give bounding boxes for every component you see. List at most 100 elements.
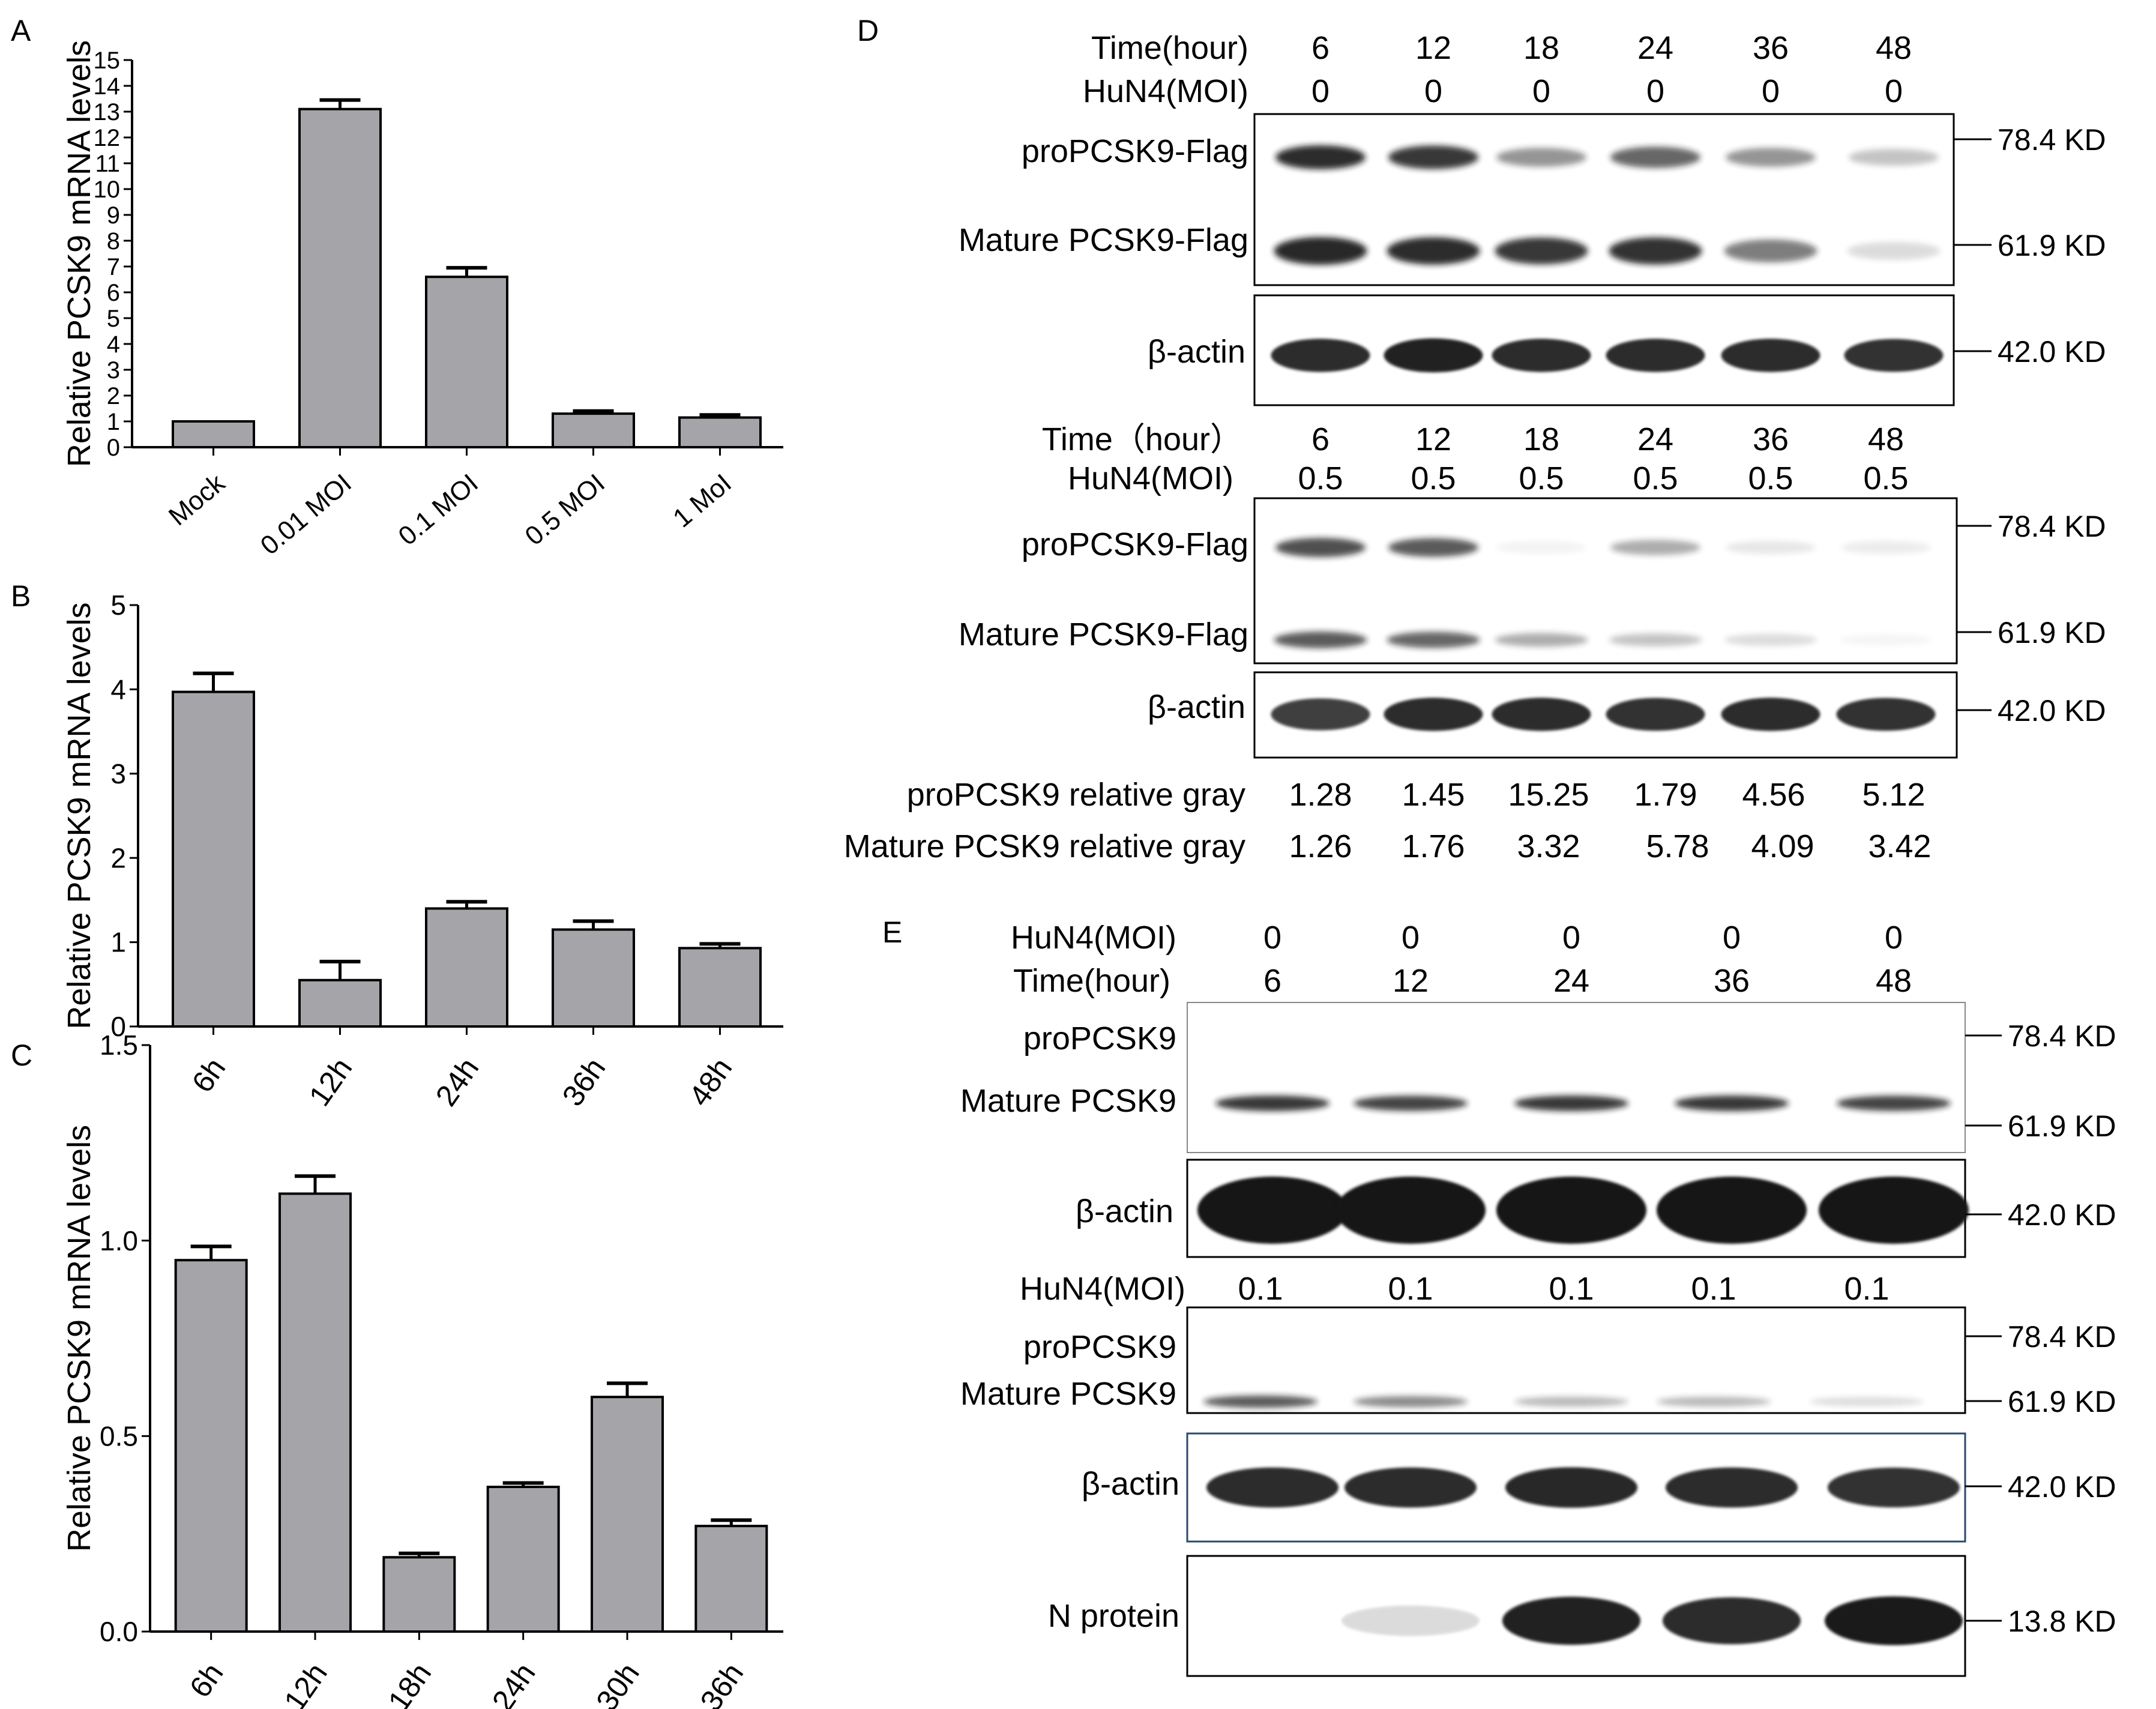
- blot-frame: [1253, 113, 1955, 286]
- time-value: 24: [1637, 421, 1673, 457]
- band-row-pro-infected: [1275, 538, 1931, 557]
- moi-label: HuN4(MOI): [1083, 73, 1248, 109]
- protein-band: [1514, 1396, 1628, 1407]
- protein-band: [1675, 1095, 1789, 1112]
- bar: [552, 412, 635, 448]
- moi-value: 0.1: [1844, 1271, 1889, 1307]
- protein-band: [1384, 698, 1483, 731]
- protein-band: [1657, 1177, 1807, 1244]
- moi-value: 0: [1646, 73, 1664, 109]
- western-blot-panel-e: HuN4(MOI) Time(hour) 0 0 0 0 0 6 12 24 3…: [960, 920, 2116, 1677]
- bar: [591, 1396, 664, 1633]
- y-tick-label: 14: [94, 73, 121, 100]
- protein-band: [1354, 1396, 1468, 1408]
- y-tick-label: 3: [110, 758, 126, 789]
- bar: [486, 1486, 560, 1633]
- y-tick-label: 4: [110, 674, 126, 705]
- x-tick-label: 24h: [486, 1657, 542, 1709]
- band-label-actin: β-actin: [1076, 1193, 1173, 1229]
- protein-band: [1495, 633, 1588, 647]
- band-row-actin-infected: [1206, 1467, 1960, 1508]
- time-value: 18: [1523, 421, 1559, 457]
- protein-band: [1388, 538, 1478, 557]
- quant-value: 4.09: [1751, 828, 1814, 864]
- protein-band: [1721, 698, 1820, 731]
- quant-value: 3.32: [1517, 828, 1580, 864]
- x-tick-label: 0.1 MOI: [393, 468, 484, 551]
- protein-band: [1847, 242, 1941, 260]
- moi-label: HuN4(MOI): [1068, 460, 1233, 496]
- y-tick-label: 0: [110, 1011, 126, 1042]
- x-tick-label: Mock: [163, 468, 231, 531]
- x-tick-label: 12h: [277, 1657, 334, 1709]
- band-label-pro: proPCSK9: [1023, 1020, 1176, 1056]
- y-tick-label: 3: [107, 357, 120, 384]
- bar: [678, 947, 762, 1028]
- y-axis-label: Relative PCSK9 mRNA levels: [61, 40, 97, 467]
- panel-letter-a: A: [11, 14, 31, 47]
- y-tick-label: 12: [94, 125, 121, 151]
- moi-values-row: 0 0 0 0 0: [1263, 920, 1903, 956]
- y-tick-label: 6: [107, 280, 120, 306]
- western-blot-panel-d: Time(hour) HuN4(MOI) 6 12 18 24 36 48 0 …: [844, 30, 2106, 864]
- bar: [382, 1556, 456, 1633]
- y-tick-label: 1.5: [100, 1029, 138, 1061]
- quant-value: 4.56: [1742, 777, 1805, 813]
- protein-band: [1206, 1467, 1338, 1508]
- moi-values-row: 0 0 0 0 0 0: [1311, 73, 1903, 109]
- moi-values-row: 0.1 0.1 0.1 0.1 0.1: [1238, 1271, 1889, 1307]
- blot-frame: [1186, 1306, 1966, 1414]
- x-tick-label: 6h: [185, 1052, 232, 1099]
- protein-band: [1810, 1397, 1924, 1406]
- y-tick-label: 0.5: [100, 1420, 138, 1451]
- x-tick-label: 6h: [183, 1657, 230, 1704]
- band-label-actin: β-actin: [1148, 334, 1245, 370]
- protein-band: [1387, 631, 1480, 648]
- band-label-n-protein: N protein: [1048, 1598, 1179, 1634]
- quant-value: 1.26: [1289, 828, 1352, 864]
- protein-band: [1721, 339, 1820, 372]
- band-row-mature-infected: [1274, 631, 1933, 648]
- x-tick-label: 36h: [694, 1657, 750, 1709]
- time-value: 48: [1868, 421, 1904, 457]
- moi-value: 0: [1532, 73, 1550, 109]
- band-row-pro-mock: [1275, 145, 1939, 170]
- band-row-mature-mock: [1215, 1095, 1951, 1112]
- marker-62kd: 61.9 KD: [1998, 229, 2106, 262]
- marker-42kd: 42.0 KD: [2008, 1198, 2116, 1232]
- x-tick-label: 18h: [382, 1657, 438, 1709]
- panel-letter-c: C: [11, 1038, 32, 1072]
- marker-62kd: 61.9 KD: [2008, 1385, 2116, 1418]
- bar-chart-b: 0 1 2 3 4 5 Relative PCSK9 mRNA levels 6h 12h 24h…: [61, 589, 783, 1112]
- marker-62kd: 61.9 KD: [2008, 1109, 2116, 1143]
- moi-value: 0: [1885, 920, 1903, 956]
- moi-value: 0: [1562, 920, 1580, 956]
- moi-value: 0: [1762, 73, 1780, 109]
- protein-band: [1837, 1096, 1951, 1111]
- protein-band: [1849, 149, 1939, 166]
- bar: [298, 107, 382, 448]
- quant-value: 5.78: [1646, 828, 1709, 864]
- protein-band: [1610, 146, 1700, 168]
- protein-band: [1836, 698, 1936, 731]
- marker-78kd: 78.4 KD: [2008, 1320, 2116, 1354]
- band-label-pro: proPCSK9-Flag: [1022, 526, 1248, 562]
- y-axis-label: Relative PCSK9 mRNA levels: [61, 1125, 97, 1552]
- moi-value: 0.1: [1691, 1271, 1736, 1307]
- band-label-pro: proPCSK9-Flag: [1022, 133, 1248, 169]
- protein-band: [1609, 633, 1702, 647]
- time-value: 12: [1393, 963, 1429, 999]
- protein-band: [1839, 634, 1933, 646]
- band-label-actin: β-actin: [1148, 689, 1245, 725]
- band-label-mature: Mature PCSK9: [960, 1083, 1176, 1119]
- time-label: Time（hour）: [1042, 421, 1242, 457]
- moi-value: 0.5: [1748, 460, 1793, 496]
- y-tick-label: 1.0: [100, 1225, 138, 1256]
- marker-62kd: 61.9 KD: [1998, 616, 2106, 650]
- moi-value: 0.1: [1388, 1271, 1433, 1307]
- band-row-actin-infected: [1271, 698, 1936, 731]
- protein-band: [1502, 1596, 1640, 1645]
- quant-values-mature: 1.26 1.76 3.32 5.78 4.09 3.42: [1289, 828, 1931, 864]
- time-value: 24: [1553, 963, 1589, 999]
